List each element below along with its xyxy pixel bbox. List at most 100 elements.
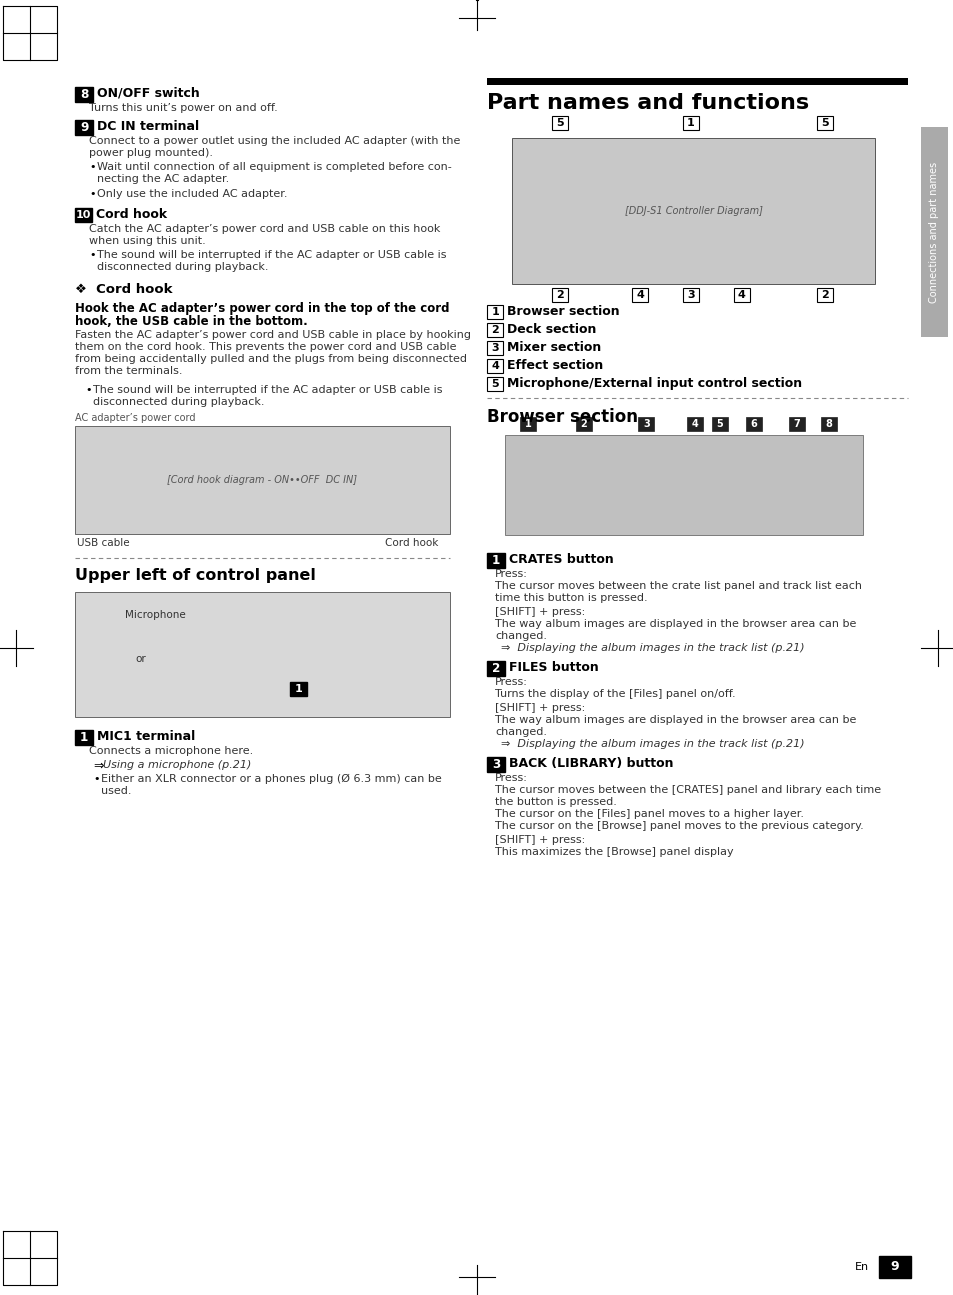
Text: 1: 1 (492, 554, 499, 567)
Text: AC adapter’s power cord: AC adapter’s power cord (75, 413, 195, 423)
Text: 1: 1 (491, 307, 498, 317)
Bar (733, 287, 749, 302)
Text: 4: 4 (636, 290, 643, 300)
Text: The way album images are displayed in the browser area can be: The way album images are displayed in th… (495, 619, 856, 629)
Text: [SHIFT] + press:: [SHIFT] + press: (495, 703, 584, 714)
Text: •: • (89, 162, 95, 172)
Text: En: En (854, 1263, 868, 1272)
Text: Connect to a power outlet using the included AC adapter (with the: Connect to a power outlet using the incl… (89, 136, 460, 146)
Text: 2: 2 (579, 420, 586, 429)
Text: Press:: Press: (495, 569, 527, 579)
Bar (638, 417, 654, 431)
Text: when using this unit.: when using this unit. (89, 236, 206, 246)
Text: power plug mounted).: power plug mounted). (89, 148, 213, 158)
Text: Microphone/External input control section: Microphone/External input control sectio… (507, 377, 801, 390)
Text: 8: 8 (80, 88, 89, 101)
Bar (519, 417, 536, 431)
Bar (486, 306, 503, 320)
Text: Using a microphone (p.21): Using a microphone (p.21) (103, 760, 251, 771)
Text: 9: 9 (890, 1260, 899, 1273)
Text: MIC1 terminal: MIC1 terminal (97, 730, 195, 743)
Bar (75, 120, 93, 136)
Bar (486, 377, 503, 391)
Text: ⇒  Displaying the album images in the track list (p.21): ⇒ Displaying the album images in the tra… (500, 644, 803, 653)
Text: disconnected during playback.: disconnected during playback. (92, 398, 264, 407)
Text: used.: used. (101, 786, 132, 796)
Text: Connects a microphone here.: Connects a microphone here. (89, 746, 253, 756)
Text: 3: 3 (492, 758, 499, 772)
Text: [SHIFT] + press:: [SHIFT] + press: (495, 607, 584, 616)
Bar (75, 730, 93, 746)
Bar (486, 553, 505, 569)
Text: 1: 1 (80, 732, 89, 745)
Text: 2: 2 (491, 325, 498, 335)
Text: 2: 2 (556, 290, 563, 300)
Text: •: • (89, 189, 95, 199)
Text: •: • (89, 250, 95, 260)
Text: 3: 3 (686, 290, 694, 300)
Text: Catch the AC adapter’s power cord and USB cable on this hook: Catch the AC adapter’s power cord and US… (89, 224, 440, 234)
Text: 3: 3 (642, 420, 649, 429)
Text: or: or (135, 654, 146, 664)
Text: [DDJ-S1 Controller Diagram]: [DDJ-S1 Controller Diagram] (624, 206, 761, 216)
Text: BACK (LIBRARY) button: BACK (LIBRARY) button (509, 758, 673, 771)
Text: Browser section: Browser section (507, 306, 619, 319)
Text: disconnected during playback.: disconnected during playback. (97, 262, 268, 272)
Bar (486, 359, 503, 373)
Text: 1: 1 (686, 118, 694, 128)
Bar (486, 660, 505, 676)
Text: ON/OFF switch: ON/OFF switch (97, 87, 200, 100)
Bar (788, 417, 804, 431)
Bar (486, 341, 503, 355)
Bar (682, 117, 699, 131)
Bar (816, 117, 832, 131)
Text: •: • (92, 774, 99, 783)
Text: 4: 4 (491, 361, 498, 372)
Text: 1: 1 (524, 420, 531, 429)
Text: ⇒  Displaying the album images in the track list (p.21): ⇒ Displaying the album images in the tra… (500, 739, 803, 749)
Text: [SHIFT] + press:: [SHIFT] + press: (495, 835, 584, 846)
Text: 7: 7 (793, 420, 800, 429)
Bar (75, 592, 450, 717)
Bar (552, 117, 568, 131)
Text: Part names and functions: Part names and functions (486, 93, 808, 113)
Text: Upper left of control panel: Upper left of control panel (75, 569, 315, 583)
Text: Effect section: Effect section (507, 359, 603, 372)
Text: time this button is pressed.: time this button is pressed. (495, 593, 647, 603)
Bar (512, 139, 874, 284)
Text: The cursor moves between the crate list panel and track list each: The cursor moves between the crate list … (495, 581, 862, 591)
Bar (682, 287, 699, 302)
Bar (686, 417, 702, 431)
Text: 10: 10 (75, 210, 91, 220)
Text: Only use the included AC adapter.: Only use the included AC adapter. (97, 189, 287, 199)
Text: 3: 3 (491, 343, 498, 354)
Text: Cord hook: Cord hook (96, 208, 167, 221)
Text: ❖  Cord hook: ❖ Cord hook (75, 284, 172, 297)
Text: changed.: changed. (495, 726, 546, 737)
Bar (486, 322, 503, 337)
Text: from being accidentally pulled and the plugs from being disconnected: from being accidentally pulled and the p… (75, 354, 467, 364)
Text: them on the cord hook. This prevents the power cord and USB cable: them on the cord hook. This prevents the… (75, 342, 456, 352)
Bar (920, 127, 947, 337)
Text: 5: 5 (491, 379, 498, 390)
Text: Press:: Press: (495, 773, 527, 783)
Bar (504, 435, 862, 535)
Bar (711, 417, 727, 431)
Bar (745, 417, 761, 431)
Text: DC IN terminal: DC IN terminal (97, 120, 199, 133)
Text: 9: 9 (80, 122, 89, 135)
Bar (631, 287, 647, 302)
Text: 1: 1 (294, 684, 302, 694)
Text: Deck section: Deck section (507, 322, 596, 335)
Text: Browser section: Browser section (486, 408, 638, 426)
Text: 4: 4 (691, 420, 698, 429)
Bar (821, 417, 836, 431)
Text: ⇒: ⇒ (92, 760, 103, 773)
Bar (486, 758, 505, 772)
Text: Fasten the AC adapter’s power cord and USB cable in place by hooking: Fasten the AC adapter’s power cord and U… (75, 330, 471, 341)
Text: The cursor on the [Files] panel moves to a higher layer.: The cursor on the [Files] panel moves to… (495, 809, 803, 818)
Text: Connections and part names: Connections and part names (928, 162, 939, 303)
Text: The sound will be interrupted if the AC adapter or USB cable is: The sound will be interrupted if the AC … (97, 250, 446, 260)
Bar (290, 682, 307, 697)
Text: •: • (85, 385, 91, 395)
